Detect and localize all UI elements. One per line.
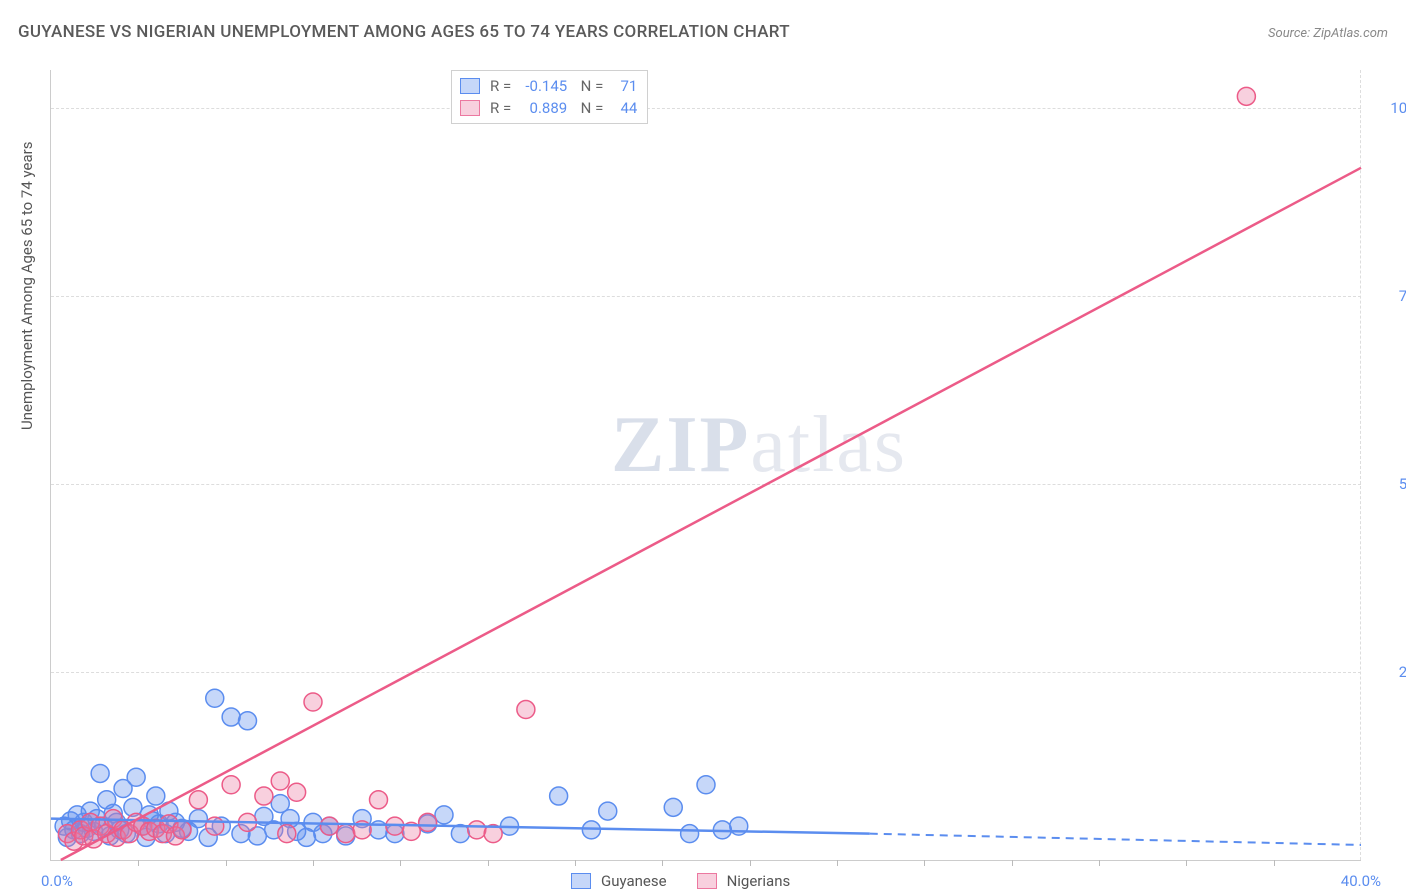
- scatter-plot-svg: [51, 70, 1361, 860]
- stat-n-label: N =: [573, 75, 603, 97]
- y-tick-label: 100.0%: [1369, 99, 1406, 117]
- scatter-point: [222, 708, 240, 726]
- series-legend: Guyanese Nigerians: [571, 872, 790, 890]
- x-tick-max: 40.0%: [1341, 872, 1381, 890]
- scatter-point: [206, 689, 224, 707]
- x-minor-tick: [837, 860, 838, 866]
- legend-item-guyanese: Guyanese: [571, 872, 667, 890]
- swatch-pink-icon: [460, 100, 480, 116]
- scatter-point: [189, 791, 207, 809]
- scatter-point: [278, 825, 296, 843]
- x-minor-tick: [1012, 860, 1013, 866]
- swatch-blue-icon: [460, 78, 480, 94]
- x-tick-min: 0.0%: [41, 872, 73, 890]
- scatter-point: [550, 787, 568, 805]
- x-minor-tick: [1186, 860, 1187, 866]
- stat-n-value-nigerians: 44: [609, 97, 637, 119]
- scatter-point: [517, 701, 535, 719]
- scatter-point: [189, 810, 207, 828]
- chart-plot-area: ZIPatlas R = -0.145 N = 71 R = 0.889 N =…: [50, 70, 1361, 861]
- scatter-point: [127, 768, 145, 786]
- legend-label-nigerians: Nigerians: [727, 872, 791, 890]
- stat-r-value-nigerians: 0.889: [517, 97, 567, 119]
- scatter-point: [271, 772, 289, 790]
- x-minor-tick: [1274, 860, 1275, 866]
- x-minor-tick: [313, 860, 314, 866]
- x-minor-tick: [1099, 860, 1100, 866]
- scatter-point: [599, 802, 617, 820]
- trend-line-extrapolated: [870, 834, 1361, 845]
- scatter-point: [697, 776, 715, 794]
- swatch-blue-icon: [571, 873, 591, 889]
- x-minor-tick: [924, 860, 925, 866]
- swatch-pink-icon: [697, 873, 717, 889]
- x-minor-tick: [662, 860, 663, 866]
- scatter-point: [337, 825, 355, 843]
- x-minor-tick: [400, 860, 401, 866]
- scatter-point: [1237, 87, 1255, 105]
- x-minor-tick: [575, 860, 576, 866]
- scatter-point: [91, 764, 109, 782]
- scatter-point: [370, 791, 388, 809]
- scatter-point: [147, 787, 165, 805]
- stat-r-label: R =: [490, 97, 511, 119]
- x-minor-tick: [488, 860, 489, 866]
- scatter-point: [419, 813, 437, 831]
- x-minor-tick: [226, 860, 227, 866]
- scatter-point: [304, 693, 322, 711]
- x-minor-tick: [750, 860, 751, 866]
- correlation-stats-legend: R = -0.145 N = 71 R = 0.889 N = 44: [451, 70, 648, 124]
- stats-row-guyanese: R = -0.145 N = 71: [460, 75, 637, 97]
- scatter-point: [173, 821, 191, 839]
- scatter-point: [255, 787, 273, 805]
- scatter-point: [239, 712, 257, 730]
- scatter-point: [320, 817, 338, 835]
- stat-n-label: N =: [573, 97, 603, 119]
- y-axis-label: Unemployment Among Ages 65 to 74 years: [18, 142, 36, 430]
- scatter-point: [206, 817, 224, 835]
- scatter-point: [468, 821, 486, 839]
- trend-line: [61, 168, 1361, 860]
- y-tick-label: 50.0%: [1369, 475, 1406, 493]
- scatter-point: [664, 798, 682, 816]
- legend-item-nigerians: Nigerians: [697, 872, 791, 890]
- stat-n-value-guyanese: 71: [609, 75, 637, 97]
- chart-title: GUYANESE VS NIGERIAN UNEMPLOYMENT AMONG …: [18, 22, 790, 42]
- scatter-point: [222, 776, 240, 794]
- y-tick-label: 25.0%: [1369, 663, 1406, 681]
- stat-r-value-guyanese: -0.145: [517, 75, 567, 97]
- y-tick-label: 75.0%: [1369, 287, 1406, 305]
- scatter-point: [681, 825, 699, 843]
- scatter-point: [288, 783, 306, 801]
- scatter-point: [435, 806, 453, 824]
- stats-row-nigerians: R = 0.889 N = 44: [460, 97, 637, 119]
- x-minor-tick: [138, 860, 139, 866]
- source-attribution: Source: ZipAtlas.com: [1268, 26, 1388, 41]
- stat-r-label: R =: [490, 75, 511, 97]
- legend-label-guyanese: Guyanese: [601, 872, 667, 890]
